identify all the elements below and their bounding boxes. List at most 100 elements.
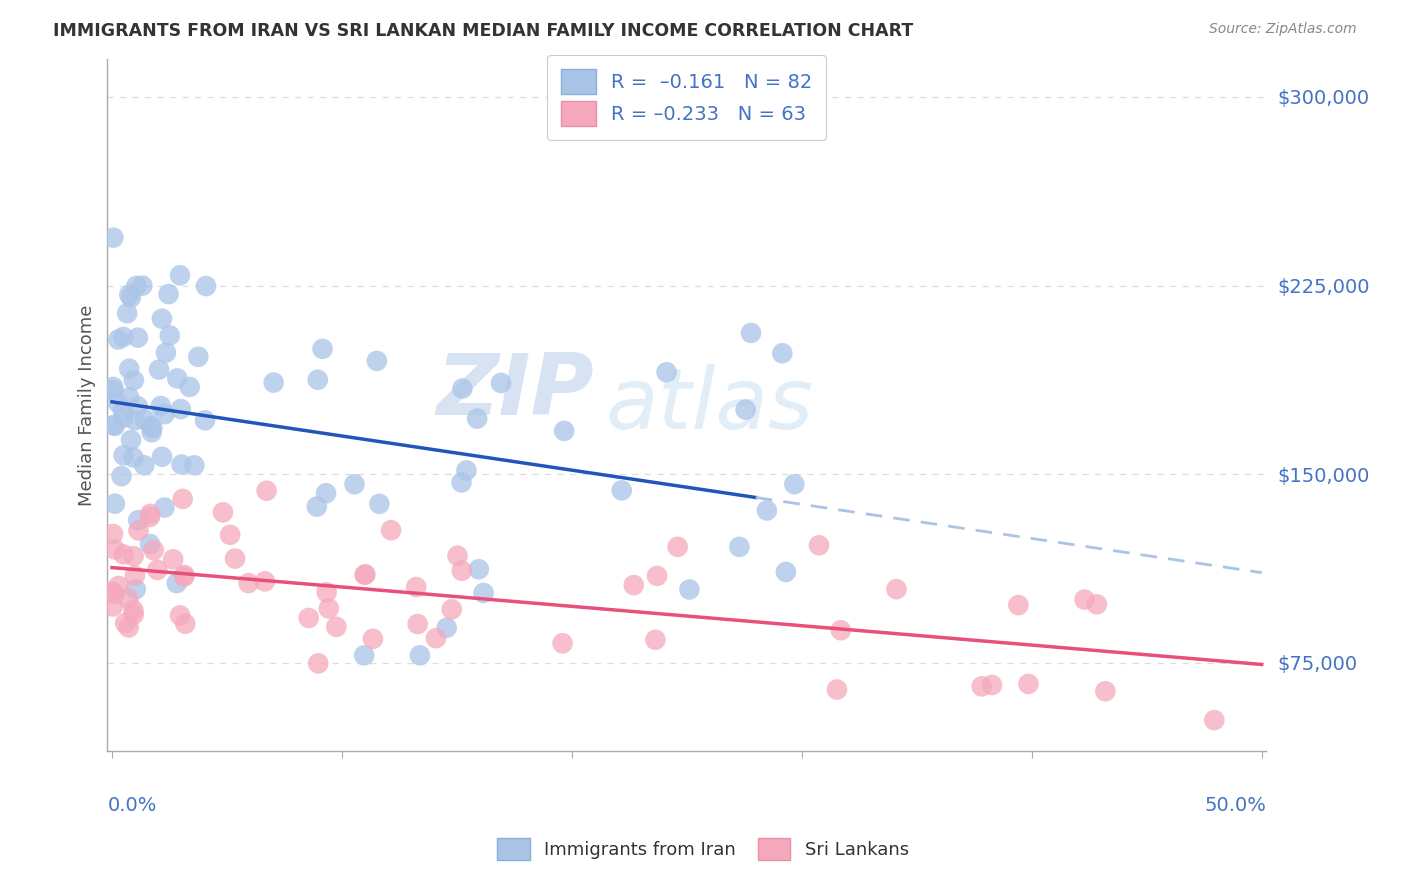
Point [122, 603, 145, 617]
Text: ZIP: ZIP [436, 350, 595, 433]
Point [134, 458, 156, 473]
Point [1204, 713, 1226, 727]
Point [315, 585, 337, 599]
Point [1017, 677, 1039, 691]
Point [343, 477, 366, 491]
Point [107, 579, 129, 593]
Text: 50.0%: 50.0% [1205, 796, 1267, 815]
Point [173, 569, 195, 583]
Point [139, 537, 162, 551]
Point [107, 395, 129, 409]
Point [728, 540, 751, 554]
Point [104, 497, 127, 511]
Point [122, 607, 145, 622]
Point [678, 582, 700, 597]
Point [169, 268, 191, 283]
Point [472, 586, 495, 600]
Point [263, 376, 285, 390]
Point [122, 450, 145, 465]
Point [253, 574, 276, 589]
Point [354, 567, 377, 582]
Point [169, 608, 191, 623]
Point [755, 503, 778, 517]
Point [465, 411, 488, 425]
Point [112, 548, 135, 562]
Point [307, 657, 329, 671]
Point [1085, 597, 1108, 611]
Point [456, 463, 478, 477]
Point [101, 383, 124, 397]
Point [142, 543, 165, 558]
Point [115, 306, 138, 320]
Point [107, 333, 129, 347]
Text: atlas: atlas [606, 364, 814, 447]
Point [256, 483, 278, 498]
Point [153, 407, 176, 421]
Point [325, 620, 347, 634]
Point [104, 419, 127, 434]
Point [551, 636, 574, 650]
Point [489, 376, 512, 390]
Point [118, 361, 141, 376]
Point [450, 564, 472, 578]
Point [172, 491, 194, 506]
Point [149, 399, 172, 413]
Point [174, 616, 197, 631]
Point [970, 679, 993, 693]
Point [219, 528, 242, 542]
Point [127, 399, 149, 413]
Point [120, 290, 142, 304]
Text: 0.0%: 0.0% [107, 796, 156, 815]
Point [183, 458, 205, 473]
Point [194, 413, 217, 427]
Point [103, 380, 125, 394]
Point [1073, 592, 1095, 607]
Point [159, 328, 181, 343]
Point [1094, 684, 1116, 698]
Point [305, 500, 328, 514]
Point [112, 448, 135, 462]
Point [307, 373, 329, 387]
Point [315, 486, 337, 500]
Point [425, 631, 447, 645]
Point [122, 373, 145, 387]
Point [139, 507, 162, 521]
Point [450, 475, 472, 490]
Text: Source: ZipAtlas.com: Source: ZipAtlas.com [1209, 22, 1357, 37]
Point [124, 413, 146, 427]
Legend: R =  –0.161   N = 82, R = –0.233   N = 63: R = –0.161 N = 82, R = –0.233 N = 63 [547, 55, 827, 140]
Point [112, 330, 135, 344]
Point [141, 421, 163, 435]
Point [187, 350, 209, 364]
Point [440, 602, 463, 616]
Point [111, 403, 134, 417]
Point [783, 477, 806, 491]
Point [103, 587, 125, 601]
Point [139, 419, 162, 434]
Point [150, 450, 173, 464]
Point [610, 483, 633, 498]
Point [981, 678, 1004, 692]
Point [150, 311, 173, 326]
Point [808, 538, 831, 552]
Point [114, 616, 136, 631]
Point [451, 382, 474, 396]
Point [101, 584, 124, 599]
Point [112, 410, 135, 425]
Point [127, 513, 149, 527]
Point [468, 562, 491, 576]
Point [148, 362, 170, 376]
Point [886, 582, 908, 597]
Point [173, 568, 195, 582]
Point [734, 402, 756, 417]
Point [146, 563, 169, 577]
Point [353, 567, 375, 582]
Point [162, 552, 184, 566]
Point [179, 380, 201, 394]
Point [645, 569, 668, 583]
Point [118, 287, 141, 301]
Point [740, 326, 762, 340]
Point [368, 497, 391, 511]
Point [101, 527, 124, 541]
Point [770, 346, 793, 360]
